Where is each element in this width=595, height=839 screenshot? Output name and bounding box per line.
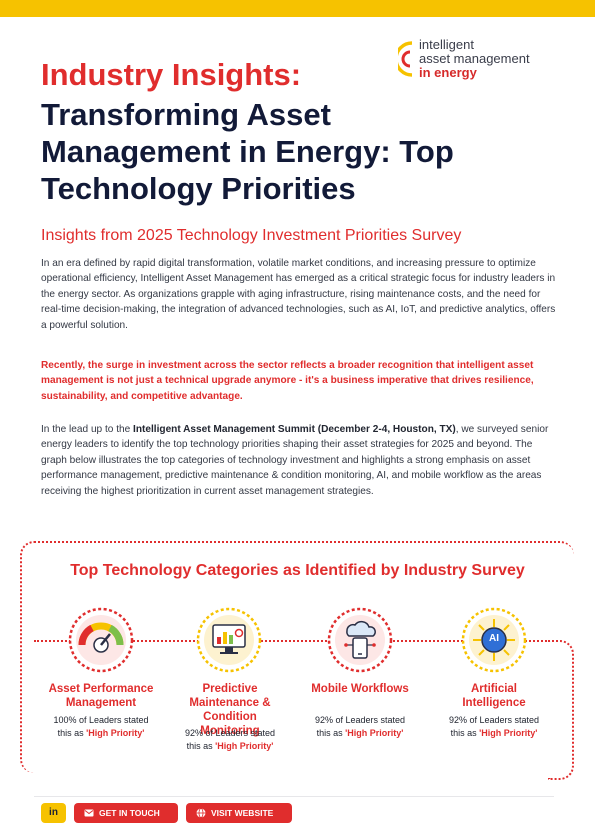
highlight-paragraph: Recently, the surge in investment across… [41,360,534,402]
stat-prefix: this as [450,728,480,738]
category-stat-3: 92% of Leaders stated this as 'High Prio… [305,714,415,740]
icon-connector-line [34,640,550,642]
survey-text-end: , we surveyed senior energy leaders to i… [41,424,549,497]
intro-paragraph: In an era defined by rapid digital trans… [41,258,556,331]
footer-divider [34,796,554,797]
stat-prefix: this as [316,728,346,738]
high-priority-label: 'High Priority' [345,728,404,738]
category-name-3: Mobile Workflows [311,683,409,695]
stat-text: 92% of Leaders stated [184,728,276,738]
stat-text: 92% of Leaders stated [314,715,406,725]
survey-text-start: In the lead up to the [41,424,134,435]
visit-website-label: VISIT WEBSITE [211,808,274,818]
dashboard-analytics-icon [196,607,262,673]
category-name-1: Asset Performance Management [48,683,154,709]
high-priority-label: 'High Priority' [215,741,274,751]
brand-logo[interactable]: intelligent asset management in energy [398,36,573,84]
summit-name: Intelligent Asset Management Summit (Dec… [133,424,456,435]
category-stat-1: 100% of Leaders stated this as 'High Pri… [38,714,164,740]
category-name-2: Predictive Maintenance & Condition Monit… [189,683,271,737]
stat-text: 100% of Leaders stated [53,715,149,725]
gauge-icon [68,607,134,673]
high-priority-label: 'High Priority' [86,728,145,738]
ai-chip-icon: AI [461,607,527,673]
logo-line-3: in energy [419,65,477,80]
ai-icon-label: AI [489,633,499,644]
cloud-mobile-icon [327,607,393,673]
logo-mark-icon [398,41,413,77]
top-accent-bar [0,0,595,17]
logo-line-1: intelligent [419,37,474,52]
categories-frame-right [548,640,574,780]
globe-icon [196,808,206,818]
get-in-touch-button[interactable]: GET IN TOUCH [74,803,178,823]
categories-frame [20,541,574,773]
category-stat-2: 92% of Leaders stated this as 'High Prio… [172,727,288,753]
page-title-red: Industry Insights: [41,57,302,92]
logo-line-2: asset management [419,51,530,66]
get-in-touch-label: GET IN TOUCH [99,808,160,818]
stat-prefix: this as [57,728,87,738]
category-stat-4: 92% of Leaders stated this as 'High Prio… [438,714,550,740]
categories-section-title: Top Technology Categories as Identified … [70,562,525,579]
high-priority-label: 'High Priority' [479,728,538,738]
stat-prefix: this as [186,741,216,751]
page-title: Transforming Asset Management in Energy:… [41,97,454,206]
page-subtitle: Insights from 2025 Technology Investment… [41,227,462,244]
category-name-4: Artificial Intelligence [462,683,526,709]
visit-website-button[interactable]: VISIT WEBSITE [186,803,292,823]
stat-text: 92% of Leaders stated [448,715,540,725]
mail-icon [84,809,94,817]
survey-paragraph: In the lead up to the Intelligent Asset … [41,422,556,499]
linkedin-button[interactable]: in [41,803,66,823]
